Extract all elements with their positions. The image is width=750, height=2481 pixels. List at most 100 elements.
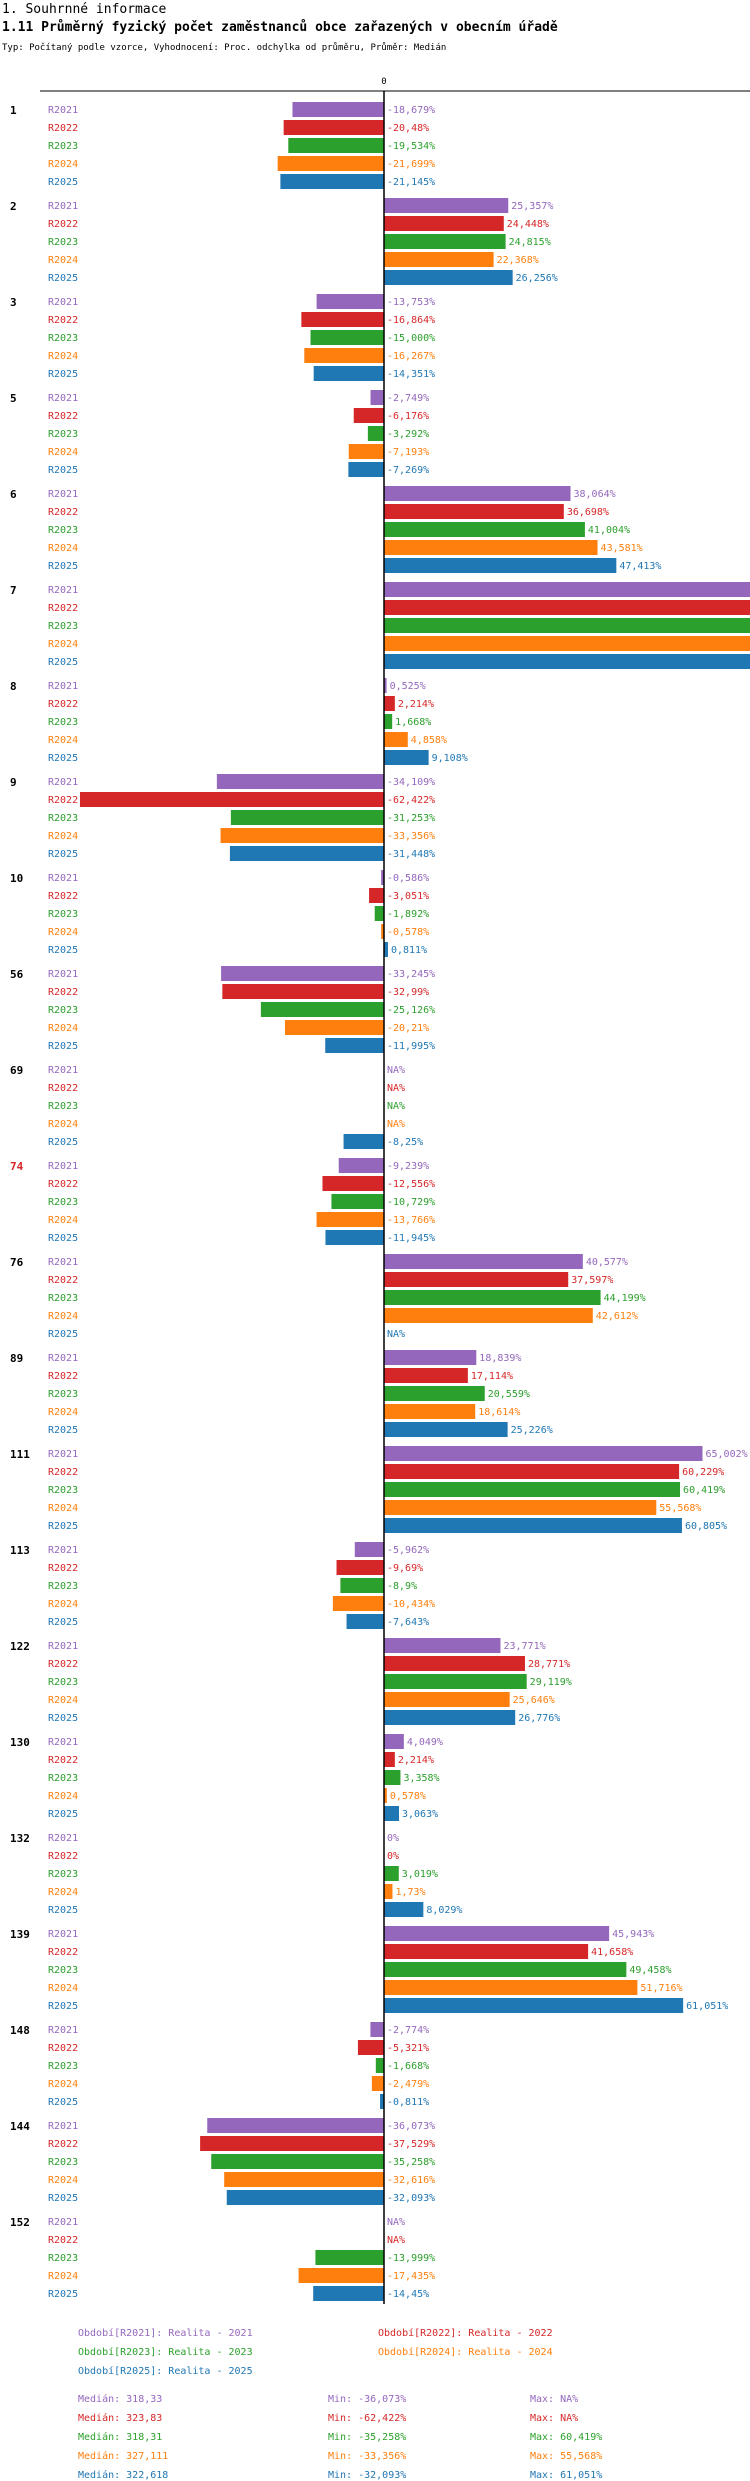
bar xyxy=(315,2250,384,2265)
value-label: -1,892% xyxy=(387,909,429,920)
value-label: -2,774% xyxy=(387,2025,429,2036)
value-label: 2,214% xyxy=(398,699,434,710)
series-label: R2023 xyxy=(48,1197,78,1208)
series-label: R2022 xyxy=(48,1755,78,1766)
series-label: R2023 xyxy=(48,1389,78,1400)
bar xyxy=(346,1614,384,1629)
bar xyxy=(384,696,395,711)
value-label: -33,356% xyxy=(387,831,435,842)
bar xyxy=(216,774,384,789)
group-label: 132 xyxy=(10,1832,30,1845)
series-label: R2024 xyxy=(48,831,78,842)
series-label: R2023 xyxy=(48,621,78,632)
stat-max: Max: NA% xyxy=(530,2394,579,2405)
bar xyxy=(384,486,571,501)
value-label: 51,716% xyxy=(640,1983,682,1994)
series-label: R2023 xyxy=(48,909,78,920)
series-label: R2021 xyxy=(48,1737,78,1748)
value-label: -1,668% xyxy=(387,2061,429,2072)
value-label: 3,019% xyxy=(402,1869,438,1880)
series-label: R2022 xyxy=(48,2139,78,2150)
stat-max: Max: 60,419% xyxy=(530,2432,603,2443)
group-label: 7 xyxy=(10,584,17,597)
value-label: -20,21% xyxy=(387,1023,429,1034)
value-label: -7,643% xyxy=(387,1617,429,1628)
bar xyxy=(229,846,384,861)
value-label: 0% xyxy=(387,1833,399,1844)
series-label: R2024 xyxy=(48,1887,78,1898)
value-label: 18,614% xyxy=(478,1407,520,1418)
value-label: -13,766% xyxy=(387,1215,435,1226)
value-label: 60,805% xyxy=(685,1521,727,1532)
series-label: R2022 xyxy=(48,987,78,998)
bar xyxy=(224,2172,384,2187)
value-label: 38,064% xyxy=(574,489,616,500)
value-label: 0,811% xyxy=(391,945,427,956)
group-label: 10 xyxy=(10,872,23,885)
value-label: -0,811% xyxy=(387,2097,429,2108)
bar xyxy=(367,426,384,441)
series-label: R2025 xyxy=(48,849,78,860)
value-label: 26,776% xyxy=(518,1713,560,1724)
stat-min: Min: -32,093% xyxy=(328,2470,407,2481)
bar xyxy=(384,1944,589,1959)
bar xyxy=(384,1926,610,1941)
bar xyxy=(325,1230,384,1245)
value-label: NA% xyxy=(387,1101,405,1112)
value-label: -11,995% xyxy=(387,1041,435,1052)
group-label: 1 xyxy=(10,104,17,117)
series-label: R2024 xyxy=(48,1695,78,1706)
value-label: -16,864% xyxy=(387,315,435,326)
section-heading: 1. Souhrnné informace xyxy=(2,2,167,17)
value-label: 43,581% xyxy=(601,543,643,554)
value-label: -17,435% xyxy=(387,2271,435,2282)
bar xyxy=(384,678,387,693)
series-label: R2022 xyxy=(48,1467,78,1478)
bar xyxy=(220,828,384,843)
bar xyxy=(384,1734,404,1749)
bar xyxy=(211,2154,384,2169)
bar xyxy=(260,1002,384,1017)
value-label: -5,962% xyxy=(387,1545,429,1556)
group-label: 139 xyxy=(10,1928,30,1941)
series-label: R2021 xyxy=(48,969,78,980)
bar xyxy=(283,120,384,135)
bar xyxy=(280,174,384,189)
series-label: R2022 xyxy=(48,603,78,614)
bar xyxy=(310,330,384,345)
group-label: 2 xyxy=(10,200,17,213)
value-label: -62,422% xyxy=(387,795,435,806)
group-label: 89 xyxy=(10,1352,23,1365)
series-label: R2024 xyxy=(48,1311,78,1322)
legend-item: Období[R2023]: Realita - 2023 xyxy=(78,2347,253,2358)
bar xyxy=(384,216,504,231)
value-label: 60,229% xyxy=(682,1467,724,1478)
value-label: -9,239% xyxy=(387,1161,429,1172)
series-label: R2021 xyxy=(48,777,78,788)
value-label: -15,000% xyxy=(387,333,435,344)
value-label: NA% xyxy=(387,1329,405,1340)
bar xyxy=(384,1350,477,1365)
group-label: 148 xyxy=(10,2024,30,2037)
value-label: 9,108% xyxy=(432,753,468,764)
series-label: R2025 xyxy=(48,1617,78,1628)
bar xyxy=(384,252,494,267)
value-label: -32,616% xyxy=(387,2175,435,2186)
series-label: R2021 xyxy=(48,585,78,596)
series-label: R2024 xyxy=(48,1791,78,1802)
stat-min: Min: -36,073% xyxy=(328,2394,407,2405)
value-label: -25,126% xyxy=(387,1005,435,1016)
bar xyxy=(384,732,408,747)
value-label: -2,479% xyxy=(387,2079,429,2090)
bar xyxy=(277,156,384,171)
series-label: R2021 xyxy=(48,201,78,212)
value-label: 1,73% xyxy=(395,1887,425,1898)
bar xyxy=(384,1884,393,1899)
series-label: R2025 xyxy=(48,273,78,284)
value-label: -13,753% xyxy=(387,297,435,308)
value-label: 0,525% xyxy=(390,681,426,692)
bar xyxy=(381,870,384,885)
series-label: R2022 xyxy=(48,315,78,326)
bar xyxy=(384,1482,681,1497)
